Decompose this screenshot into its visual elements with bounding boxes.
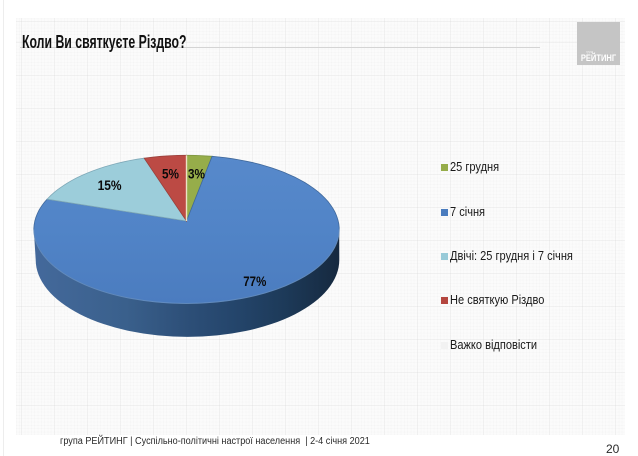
svg-text:5%: 5% (162, 166, 179, 182)
svg-text:3%: 3% (188, 166, 205, 182)
svg-text:77%: 77% (243, 273, 266, 289)
svg-text:15%: 15% (98, 177, 122, 193)
